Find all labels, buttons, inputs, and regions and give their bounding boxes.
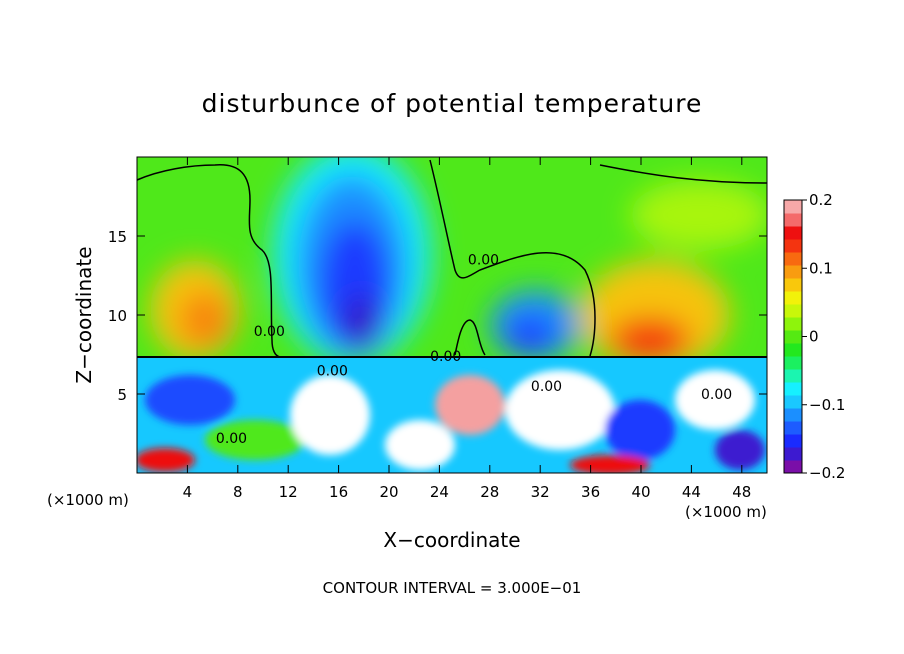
colorbar-swatch	[784, 278, 802, 292]
colorbar: 0.2 0.1 0 −0.1 −0.2	[783, 191, 845, 482]
colorbar-tick-label: 0.2	[809, 191, 833, 209]
zero-contour-line	[137, 164, 281, 358]
lower-blob-10	[570, 455, 650, 473]
x-tick-label: 32	[531, 483, 550, 501]
cold-cell-right-core	[505, 317, 555, 353]
colorbar-swatch	[784, 421, 802, 435]
contour-label: 0.00	[430, 349, 461, 365]
x-unit-right: (×1000 m)	[685, 503, 767, 521]
x-tick-label: 16	[329, 483, 348, 501]
x-tick-label: 48	[732, 483, 751, 501]
x-tick-label: 12	[279, 483, 298, 501]
lower-blob-7	[605, 400, 675, 460]
lower-blob-6	[505, 370, 615, 450]
lower-blob-1	[145, 375, 235, 425]
colorbar-swatch	[784, 226, 802, 240]
x-tick-label: 36	[581, 483, 600, 501]
zero-contour-line-4	[454, 319, 486, 356]
colorbar-tick-label: −0.1	[809, 396, 845, 414]
warm-anomaly-left-core	[180, 292, 230, 348]
colorbar-swatch	[784, 265, 802, 279]
contour-label: 0.00	[254, 324, 285, 340]
y-tick-label: 5	[117, 386, 127, 404]
colorbar-swatch	[784, 291, 802, 305]
y-tick-label: 10	[108, 307, 127, 325]
colorbar-swatch	[784, 304, 802, 318]
lower-blob-9	[137, 448, 195, 472]
x-axis: 4 8 12 16 20 24 28 32 36 40 44 48	[183, 157, 751, 501]
x-axis-label: X−coordinate	[383, 528, 520, 552]
lower-blob-2	[205, 420, 305, 460]
lower-turbulent-field	[137, 357, 767, 473]
contour-label: 0.00	[531, 379, 562, 395]
zero-contour-line-3	[599, 164, 767, 184]
x-tick-label: 20	[379, 483, 398, 501]
warm-anomaly-right-core	[610, 318, 690, 362]
zero-contour-line-2	[429, 159, 596, 357]
colorbar-swatch	[784, 356, 802, 370]
x-tick-label: 4	[183, 483, 193, 501]
colorbar-swatch	[784, 408, 802, 422]
lower-blob-5	[435, 375, 505, 435]
x-unit-left: (×1000 m)	[47, 491, 129, 509]
x-tick-label: 28	[480, 483, 499, 501]
contour-label: 0.00	[701, 387, 732, 403]
lower-blob-4	[385, 420, 455, 470]
colorbar-swatch	[784, 395, 802, 409]
chart-title: disturbunce of potential temperature	[202, 89, 703, 118]
colorbar-swatch	[784, 382, 802, 396]
cold-plume-core	[342, 295, 382, 355]
colorbar-swatch	[784, 330, 802, 344]
contour-label: 0.00	[468, 253, 499, 269]
lower-blob-3	[290, 375, 370, 455]
colorbar-tick-label: 0.1	[809, 259, 833, 277]
x-tick-label: 8	[233, 483, 243, 501]
colorbar-swatch	[784, 239, 802, 253]
colorbar-swatch	[784, 343, 802, 357]
lower-blob-11	[715, 430, 765, 470]
lower-blob-8	[675, 370, 755, 430]
contour-interval-footer: CONTOUR INTERVAL = 3.000E−01	[323, 579, 582, 597]
colorbar-tick-label: 0	[809, 328, 819, 346]
contour-label: 0.00	[317, 363, 348, 379]
x-tick-label: 40	[631, 483, 650, 501]
y-tick-label: 15	[108, 228, 127, 246]
contour-label: 0.00	[216, 431, 247, 447]
colorbar-tick-label: −0.2	[809, 464, 845, 482]
x-tick-label: 44	[682, 483, 701, 501]
y-axis-label: Z−coordinate	[72, 246, 96, 383]
colorbar-swatch	[784, 317, 802, 331]
contour-labels: 0.00 0.00 0.00 0.00 0.00 0.00 0.00	[216, 253, 732, 448]
x-tick-label: 24	[430, 483, 449, 501]
upper-right-yellow	[630, 180, 767, 250]
y-axis: 5 10 15	[108, 228, 767, 404]
colorbar-swatch	[784, 252, 802, 266]
colorbar-swatch	[784, 200, 802, 214]
colorbar-swatch	[784, 213, 802, 227]
plot-area: 0.00 0.00 0.00 0.00 0.00 0.00 0.00	[137, 157, 767, 473]
colorbar-swatch	[784, 434, 802, 448]
colorbar-swatch	[784, 447, 802, 461]
colorbar-swatch	[784, 460, 802, 474]
colorbar-swatch	[784, 369, 802, 383]
upper-field	[150, 157, 767, 370]
